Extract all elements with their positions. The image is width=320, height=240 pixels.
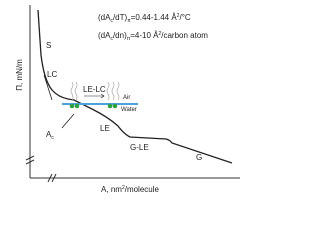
ac-label: Ac [46, 130, 54, 141]
eq-sup: 2 [158, 31, 161, 37]
ac-sub: c [51, 135, 54, 141]
eq-sup: 2 [177, 13, 180, 19]
x-label-text: /molecule [125, 185, 160, 194]
x-axis-label: A, nm2/molecule [101, 185, 159, 194]
transition-label: LE-LC [83, 85, 106, 94]
region-label: S [46, 41, 51, 50]
ac-pointer [61, 113, 75, 129]
eq-sub: π [127, 36, 131, 42]
x-axis-break [47, 173, 57, 183]
eq-part: /dT) [113, 13, 128, 22]
y-axis-break [25, 155, 35, 165]
y-axis-label: Π, mN/m [15, 59, 24, 91]
equation: (dAc/dT)π=0.44-1.44 Å2/°C [98, 13, 191, 24]
equation: (dAc/dn)π=4-10 Å2/carbon atom [98, 31, 208, 42]
eq-part: /°C [179, 13, 190, 22]
region-label: LC [47, 70, 57, 79]
x-label-text: A, nm [101, 185, 122, 194]
eq-sub: π [127, 18, 131, 24]
region-label: LE [100, 124, 110, 133]
eq-sub: c [110, 18, 113, 24]
isotherm-diagram: Π, mN/m A, nm2/molecule (dAc/dT)π=0.44-1… [15, 5, 240, 194]
air-label: Air [123, 95, 130, 101]
eq-part: =0.44-1.44 Å [131, 13, 178, 22]
region-label: G-LE [130, 143, 149, 152]
isotherm-curve [37, 9, 233, 164]
water-label: Water [121, 107, 137, 113]
chains [70, 81, 120, 101]
y-label-text: Π, mN/m [15, 59, 24, 91]
eq-part: (dA [98, 13, 111, 22]
head-groups [69, 103, 118, 109]
arrow [84, 93, 105, 99]
eq-part: /dn) [113, 31, 127, 40]
eq-part: =4-10 Å [130, 31, 159, 40]
ac-main: A [46, 130, 52, 139]
tangent-line [43, 74, 53, 101]
eq-sub: c [110, 36, 113, 42]
eq-part: (dA [98, 31, 111, 40]
region-label: G [196, 153, 202, 162]
x-label-sup: 2 [122, 185, 125, 191]
eq-part: /carbon atom [161, 31, 208, 40]
